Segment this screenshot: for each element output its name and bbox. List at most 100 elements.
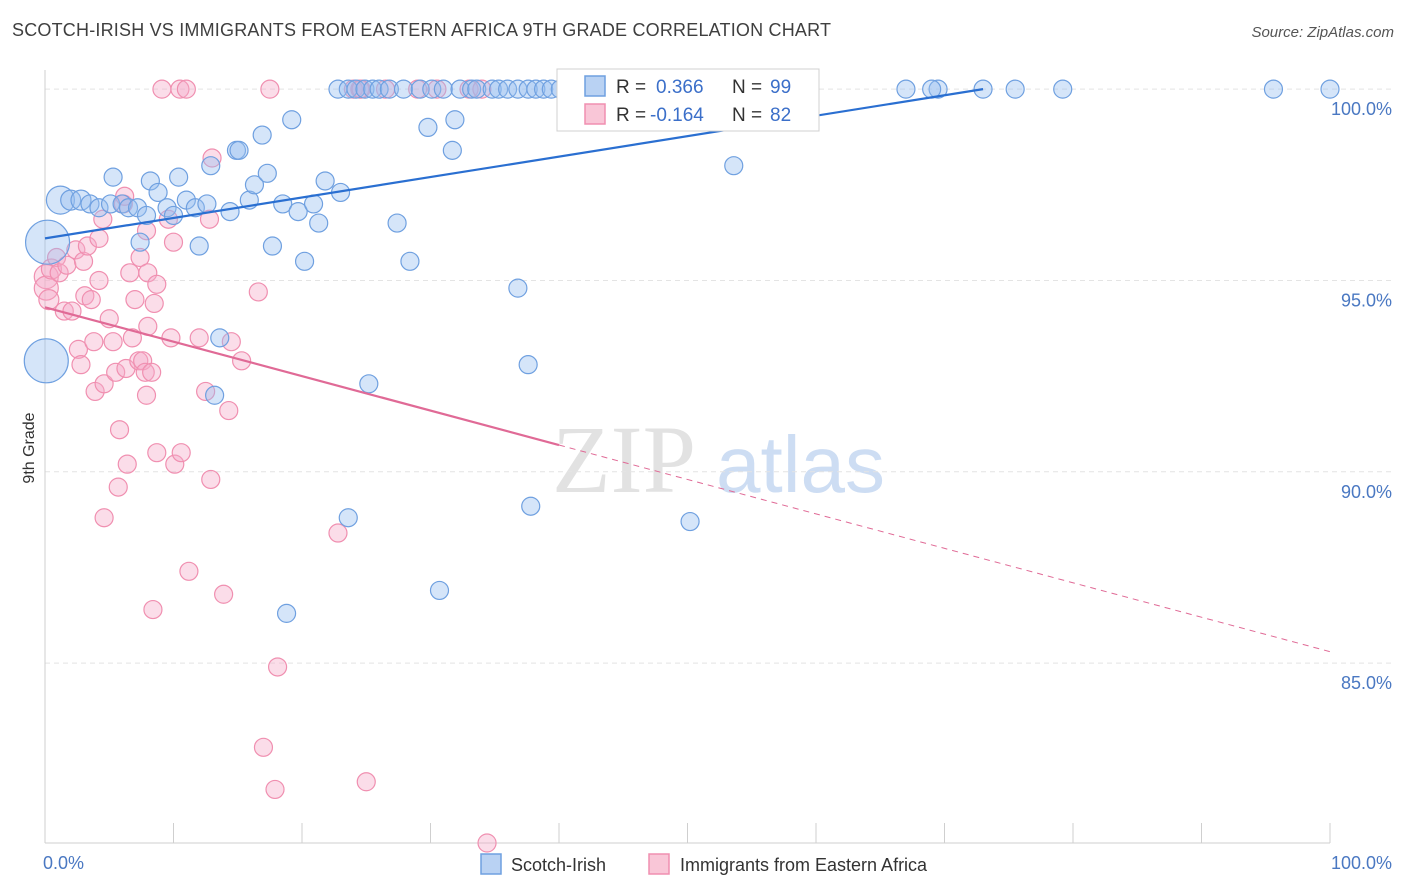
scotch-irish-point-60 xyxy=(467,79,487,99)
scotch-irish-point-97 xyxy=(680,511,700,532)
eastern-africa-point-66 xyxy=(248,282,268,302)
legend-swatch-eastern-africa xyxy=(648,853,670,875)
eastern-africa-point-45 xyxy=(144,293,164,314)
eastern-africa-point-12 xyxy=(73,251,94,271)
scotch-irish-point-56 xyxy=(442,140,462,160)
stats-swatch-blue xyxy=(584,75,606,97)
scotch-irish-point-93 xyxy=(359,374,379,394)
eastern-africa-point-11 xyxy=(71,355,91,375)
x-tick-label-0: 0.0% xyxy=(43,853,84,873)
scotch-irish-point-8 xyxy=(103,167,123,187)
eastern-africa-point-52 xyxy=(165,454,185,474)
scotch-irish-point-49 xyxy=(387,213,407,233)
eastern-africa-point-46 xyxy=(147,443,167,463)
stats-r-label-pink: R = xyxy=(616,105,646,126)
scotch-irish-point-83 xyxy=(928,79,948,99)
scotch-irish-point-18 xyxy=(169,167,189,187)
scotch-irish-point-65 xyxy=(518,79,538,99)
scotch-irish-point-20 xyxy=(185,198,205,218)
eastern-africa-point-8 xyxy=(62,301,82,321)
scotch-irish-point-30 xyxy=(244,175,265,195)
watermark: ZIP atlas xyxy=(552,406,885,513)
scotch-irish-point-98 xyxy=(724,156,744,176)
stats-legend: R = 0.366 N = 99 R = -0.164 N = 82 xyxy=(556,68,820,132)
eastern-africa-point-18 xyxy=(89,270,109,291)
y-tick-label-0: 100.0% xyxy=(1331,99,1392,119)
scotch-irish-point-66 xyxy=(526,79,546,99)
scotch-irish-point-25 xyxy=(205,385,225,405)
scotch-irish-point-35 xyxy=(282,110,302,130)
trend-lines xyxy=(44,88,1331,653)
eastern-africa-point-21 xyxy=(94,374,114,394)
eastern-africa-point-36 xyxy=(130,247,150,268)
eastern-africa-point-68 xyxy=(260,79,280,99)
watermark-zip: ZIP xyxy=(552,406,696,513)
scotch-irish-point-23 xyxy=(201,156,221,176)
scotch-irish-point-45 xyxy=(355,79,375,99)
scotch-irish-point-32 xyxy=(257,163,277,183)
scotch-irish-point-26 xyxy=(220,201,240,222)
scotch-irish-point-14 xyxy=(140,171,160,191)
scotch-irish-point-58 xyxy=(450,79,470,99)
scotch-irish-point-36 xyxy=(288,201,308,222)
stats-n-value-pink: 82 xyxy=(770,105,791,126)
eastern-africa-point-26 xyxy=(108,477,128,497)
scotch-irish-point-17 xyxy=(163,205,184,226)
eastern-africa-point-2 xyxy=(38,289,60,311)
eastern-africa-point-34 xyxy=(125,290,145,310)
eastern-africa-point-56 xyxy=(179,561,199,581)
stats-r-label-blue: R = xyxy=(616,77,646,98)
eastern-africa-point-81 xyxy=(477,833,497,853)
eastern-africa-point-5 xyxy=(49,263,69,283)
eastern-africa-point-67 xyxy=(253,737,274,757)
eastern-africa-point-14 xyxy=(77,236,98,256)
scotch-irish-point-92 xyxy=(521,496,541,516)
scotch-irish-point-94 xyxy=(338,508,358,528)
stats-r-value-blue: 0.366 xyxy=(656,77,704,98)
scotch-irish-point-22 xyxy=(197,194,217,214)
scotch-irish-point-61 xyxy=(482,79,502,99)
blue-series-points xyxy=(23,79,1340,623)
legend-label-scotch-irish: Scotch-Irish xyxy=(511,855,606,875)
scotch-irish-point-28 xyxy=(229,140,249,160)
eastern-africa-point-51 xyxy=(163,232,184,252)
scotch-irish-point-63 xyxy=(498,79,518,99)
eastern-africa-point-15 xyxy=(81,290,101,310)
watermark-atlas: atlas xyxy=(716,420,885,509)
eastern-africa-point-48 xyxy=(152,79,172,99)
scotch-irish-point-67 xyxy=(533,79,554,99)
scotch-irish-point-13 xyxy=(136,205,157,226)
y-tick-label-1: 95.0% xyxy=(1341,290,1392,310)
scotch-irish-point-6 xyxy=(89,198,109,218)
eastern-africa-point-22 xyxy=(94,508,114,528)
scotch-irish-point-57 xyxy=(445,110,465,130)
eastern-africa-point-4 xyxy=(46,247,67,268)
scotch-irish-point-39 xyxy=(309,213,329,233)
y-tick-label-2: 90.0% xyxy=(1341,482,1392,502)
scotch-irish-point-24 xyxy=(210,328,230,348)
eastern-africa-point-31 xyxy=(117,454,137,474)
eastern-africa-point-24 xyxy=(103,332,123,352)
legend-swatch-scotch-irish xyxy=(480,853,502,875)
stats-n-label-pink: N = xyxy=(732,105,762,126)
eastern-africa-point-39 xyxy=(136,385,157,405)
scotch-irish-point-47 xyxy=(369,79,389,99)
eastern-africa-point-27 xyxy=(109,420,130,440)
scotch-irish-point-46 xyxy=(363,79,383,99)
eastern-africa-point-9 xyxy=(66,240,86,260)
scotch-irish-point-37 xyxy=(294,251,315,271)
eastern-africa-point-50 xyxy=(161,328,181,348)
scotch-irish-point-88 xyxy=(1263,79,1284,99)
eastern-africa-point-78 xyxy=(427,79,447,99)
eastern-africa-point-62 xyxy=(214,584,234,604)
source-label: Source: ZipAtlas.com xyxy=(1251,24,1394,41)
eastern-africa-point-38 xyxy=(135,362,155,382)
scotch-irish-point-15 xyxy=(148,182,168,203)
scotch-irish-point-95 xyxy=(429,580,450,601)
y-axis-label: 9th Grade xyxy=(21,412,38,483)
eastern-africa-point-25 xyxy=(106,362,126,382)
scotch-irish-point-55 xyxy=(433,79,453,99)
trend-line-scotch-irish xyxy=(44,88,984,240)
scotch-irish-point-52 xyxy=(410,79,430,99)
scotch-irish-point-0 xyxy=(24,219,71,265)
